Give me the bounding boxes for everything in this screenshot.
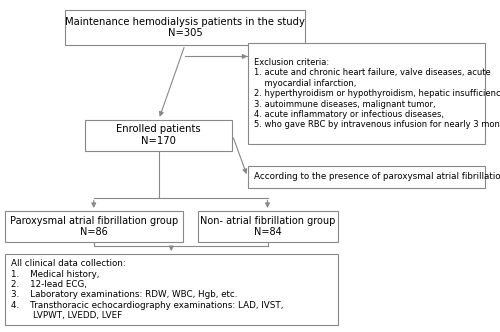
FancyBboxPatch shape [248,166,485,188]
Text: Exclusion criteria:
1. acute and chronic heart failure, valve diseases, acute
  : Exclusion criteria: 1. acute and chronic… [254,58,500,129]
FancyBboxPatch shape [248,43,485,144]
Text: Maintenance hemodialysis patients in the study
N=305: Maintenance hemodialysis patients in the… [65,17,305,38]
FancyBboxPatch shape [5,211,182,242]
FancyBboxPatch shape [65,10,305,45]
Text: All clinical data collection:
1.    Medical history,
2.    12-lead ECG,
3.    La: All clinical data collection: 1. Medical… [11,259,283,320]
FancyBboxPatch shape [5,254,338,325]
FancyBboxPatch shape [85,120,233,151]
Text: Paroxysmal atrial fibrillation group
N=86: Paroxysmal atrial fibrillation group N=8… [10,216,178,237]
Text: Enrolled patients
N=170: Enrolled patients N=170 [116,124,201,146]
FancyBboxPatch shape [198,211,338,242]
Text: Non- atrial fibrillation group
N=84: Non- atrial fibrillation group N=84 [200,216,335,237]
Text: According to the presence of paroxysmal atrial fibrillation: According to the presence of paroxysmal … [254,172,500,181]
